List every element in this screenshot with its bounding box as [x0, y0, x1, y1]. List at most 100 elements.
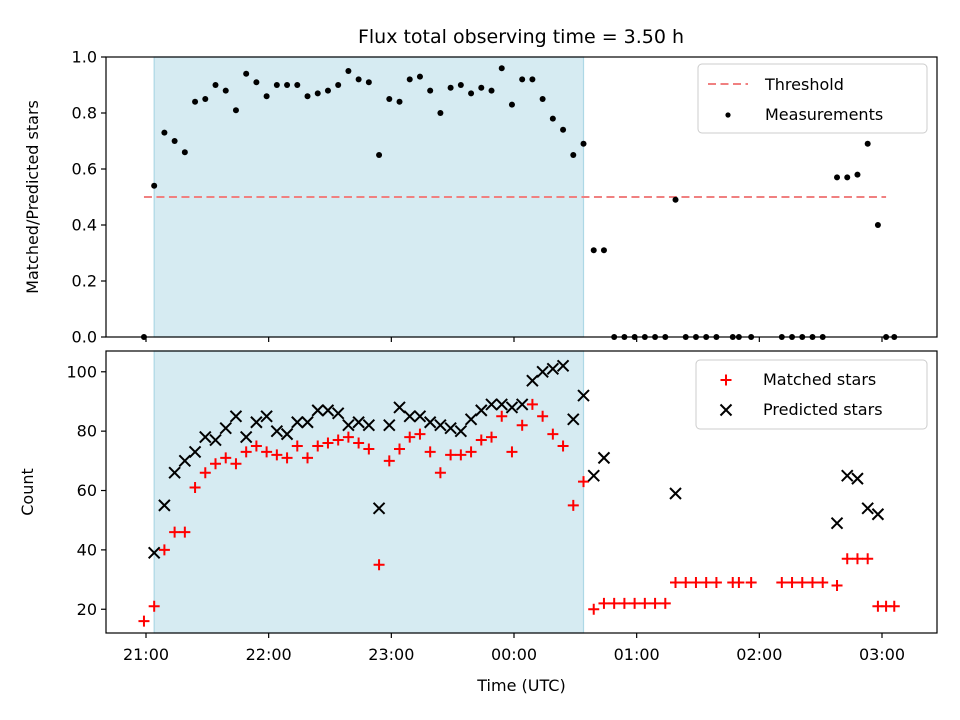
measurement-point	[365, 79, 372, 86]
predicted-star-point	[209, 433, 222, 447]
predicted-star-point	[168, 466, 181, 479]
predicted-star-point	[475, 404, 488, 417]
x-tick-label: 01:00	[614, 645, 660, 664]
matched-star-point	[806, 577, 818, 589]
predicted-star-point	[383, 419, 396, 432]
predicted-star-point	[841, 469, 854, 482]
matched-star-point	[608, 597, 620, 609]
predicted-star-point	[199, 430, 212, 444]
measurement-point	[314, 90, 321, 97]
matched-star-point	[796, 577, 808, 589]
y-axis-label: Matched/Predicted stars	[23, 100, 42, 294]
matched-star-point	[353, 437, 365, 449]
measurement-point	[212, 82, 219, 88]
measurement-point	[335, 82, 342, 88]
series-predicted-stars	[147, 359, 885, 560]
predicted-star-point	[291, 416, 304, 429]
matched-star-point	[240, 446, 252, 458]
matched-star-point	[670, 577, 682, 589]
matched-star-point	[862, 553, 874, 565]
matched-star-point	[618, 597, 630, 609]
legend-measurements-swatch	[725, 112, 731, 118]
matched-star-point	[189, 482, 201, 494]
measurement-point	[304, 93, 311, 100]
measurement-point	[324, 87, 331, 94]
matched-star-point	[465, 446, 477, 458]
predicted-star-point	[413, 410, 427, 423]
matched-star-point	[199, 467, 211, 479]
matched-star-point	[445, 449, 457, 461]
predicted-star-point	[556, 359, 570, 373]
matched-star-point	[506, 446, 518, 458]
x-tick-label: 03:00	[859, 645, 905, 664]
predicted-star-point	[219, 421, 232, 435]
matched-star-point	[363, 443, 375, 455]
predicted-star-point	[280, 427, 294, 441]
measurement-point	[355, 76, 362, 83]
matched-star-point	[475, 434, 487, 446]
measurement-point	[600, 247, 607, 254]
measurement-point	[549, 115, 556, 122]
matched-star-point	[424, 446, 436, 458]
matched-star-point	[733, 577, 745, 589]
predicted-star-point	[250, 416, 263, 429]
predicted-star-point	[372, 502, 386, 515]
matched-star-point	[404, 431, 416, 443]
measurement-point	[580, 140, 587, 147]
legend-predicted-label: Predicted stars	[763, 400, 883, 419]
matched-star-point	[537, 410, 549, 422]
matched-star-point	[210, 458, 222, 470]
matched-star-point	[148, 600, 160, 612]
matched-star-point	[496, 410, 508, 422]
predicted-star-point	[546, 362, 560, 376]
measurement-point	[437, 110, 444, 116]
measurement-point	[376, 152, 383, 158]
matched-star-point	[578, 476, 590, 488]
predicted-star-point	[342, 419, 355, 432]
axes-frame	[105, 350, 938, 634]
matched-star-point	[250, 440, 262, 452]
measurement-point	[457, 82, 464, 88]
matched-star-point	[639, 597, 651, 609]
predicted-star-point	[669, 487, 682, 500]
predicted-star-point	[454, 424, 468, 438]
matched-star-point	[394, 443, 406, 455]
y-tick-label: 1.0	[72, 48, 97, 67]
measurement-point	[874, 222, 881, 228]
measurement-point	[386, 96, 393, 102]
matched-star-point	[486, 431, 498, 443]
measurement-point	[345, 68, 352, 74]
legend-frame	[695, 359, 928, 430]
predicted-star-point	[871, 508, 885, 521]
predicted-star-point	[830, 516, 844, 530]
matched-star-point	[567, 499, 579, 511]
predicted-star-point	[861, 502, 874, 515]
legend-frame	[697, 63, 928, 134]
matched-star-point	[776, 577, 788, 589]
y-tick-label: 0.8	[72, 104, 97, 123]
matched-star-point	[745, 577, 757, 589]
y-axis-label: Count	[18, 468, 37, 516]
predicted-star-point	[270, 424, 284, 438]
measurement-point	[570, 152, 577, 158]
matched-star-point	[690, 577, 702, 589]
measurement-point	[161, 129, 168, 136]
matched-star-point	[547, 428, 559, 440]
top-panel: 0.0 0.2 0.4 0.6 0.8 1.0 Matched/Predicted star…	[23, 48, 938, 347]
measurement-point	[294, 82, 301, 88]
predicted-star-point	[260, 410, 273, 423]
matched-star-point	[526, 398, 538, 410]
measurement-point	[508, 101, 515, 108]
chart-title: Flux total observing time = 3.50 h	[358, 26, 684, 48]
matched-star-point	[598, 597, 610, 609]
matched-star-point	[271, 449, 283, 461]
matched-star-point	[710, 577, 722, 589]
matched-star-point	[700, 577, 712, 589]
predicted-star-point	[851, 472, 864, 485]
matched-star-point	[383, 455, 395, 467]
measurement-point	[864, 140, 871, 147]
matched-star-point	[342, 431, 354, 443]
legend-matched-swatch	[720, 374, 732, 386]
measurement-point	[478, 84, 485, 91]
